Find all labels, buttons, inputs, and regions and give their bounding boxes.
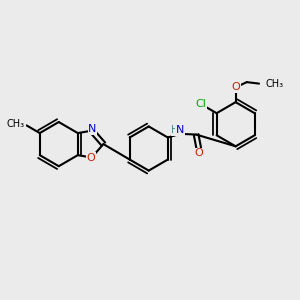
Text: H: H	[171, 125, 178, 135]
Text: Cl: Cl	[196, 99, 207, 109]
Text: O: O	[87, 152, 95, 163]
Text: CH₃: CH₃	[266, 79, 284, 88]
Text: O: O	[195, 148, 203, 158]
Text: N: N	[176, 125, 184, 135]
Text: CH₃: CH₃	[7, 119, 25, 129]
Text: N: N	[88, 124, 97, 134]
Text: O: O	[231, 82, 240, 92]
